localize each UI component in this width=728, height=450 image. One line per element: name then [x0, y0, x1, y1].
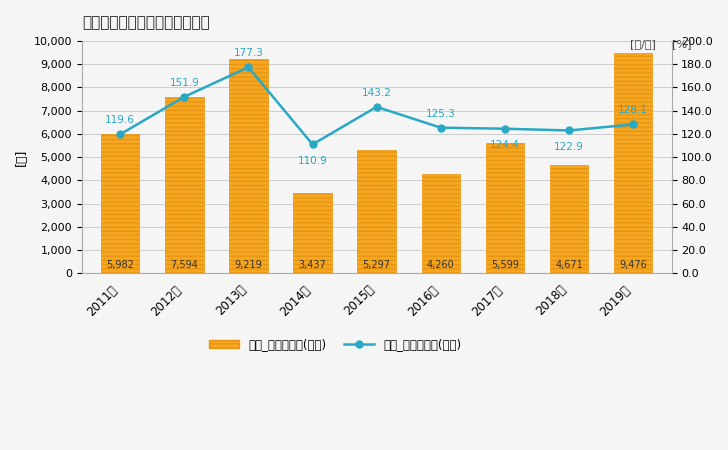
Bar [165, 97, 204, 273]
Text: 5,982: 5,982 [106, 260, 134, 270]
Text: [%]: [%] [672, 39, 692, 49]
Text: 143.2: 143.2 [362, 88, 392, 98]
Text: 177.3: 177.3 [234, 48, 264, 58]
Text: 4,260: 4,260 [427, 260, 454, 270]
Text: 128.1: 128.1 [618, 105, 648, 115]
Legend: 木造_床面積合計(左軸), 木造_平均床面積(右軸): 木造_床面積合計(左軸), 木造_平均床面積(右軸) [205, 333, 466, 356]
Bar [229, 59, 268, 273]
Text: 木造建築物の床面積合計の推移: 木造建築物の床面積合計の推移 [82, 15, 210, 30]
Text: 151.9: 151.9 [170, 78, 199, 88]
Bar [357, 150, 396, 273]
Text: 9,219: 9,219 [234, 260, 262, 270]
Text: 5,297: 5,297 [363, 260, 391, 270]
Text: 119.6: 119.6 [106, 115, 135, 125]
Text: 122.9: 122.9 [554, 142, 584, 152]
Y-axis label: [㎡]: [㎡] [15, 148, 28, 166]
Bar [614, 53, 652, 273]
Text: 7,594: 7,594 [170, 260, 198, 270]
Bar [422, 174, 460, 273]
Bar [486, 143, 524, 273]
Bar [293, 194, 332, 273]
Text: 125.3: 125.3 [426, 108, 456, 118]
Text: [㎡/棟]: [㎡/棟] [630, 39, 656, 49]
Text: 110.9: 110.9 [298, 156, 328, 166]
Text: 5,599: 5,599 [491, 260, 519, 270]
Bar [101, 134, 140, 273]
Bar [550, 165, 588, 273]
Text: 4,671: 4,671 [555, 260, 583, 270]
Text: 124.4: 124.4 [490, 140, 520, 150]
Text: 3,437: 3,437 [298, 260, 326, 270]
Text: 9,476: 9,476 [620, 260, 647, 270]
